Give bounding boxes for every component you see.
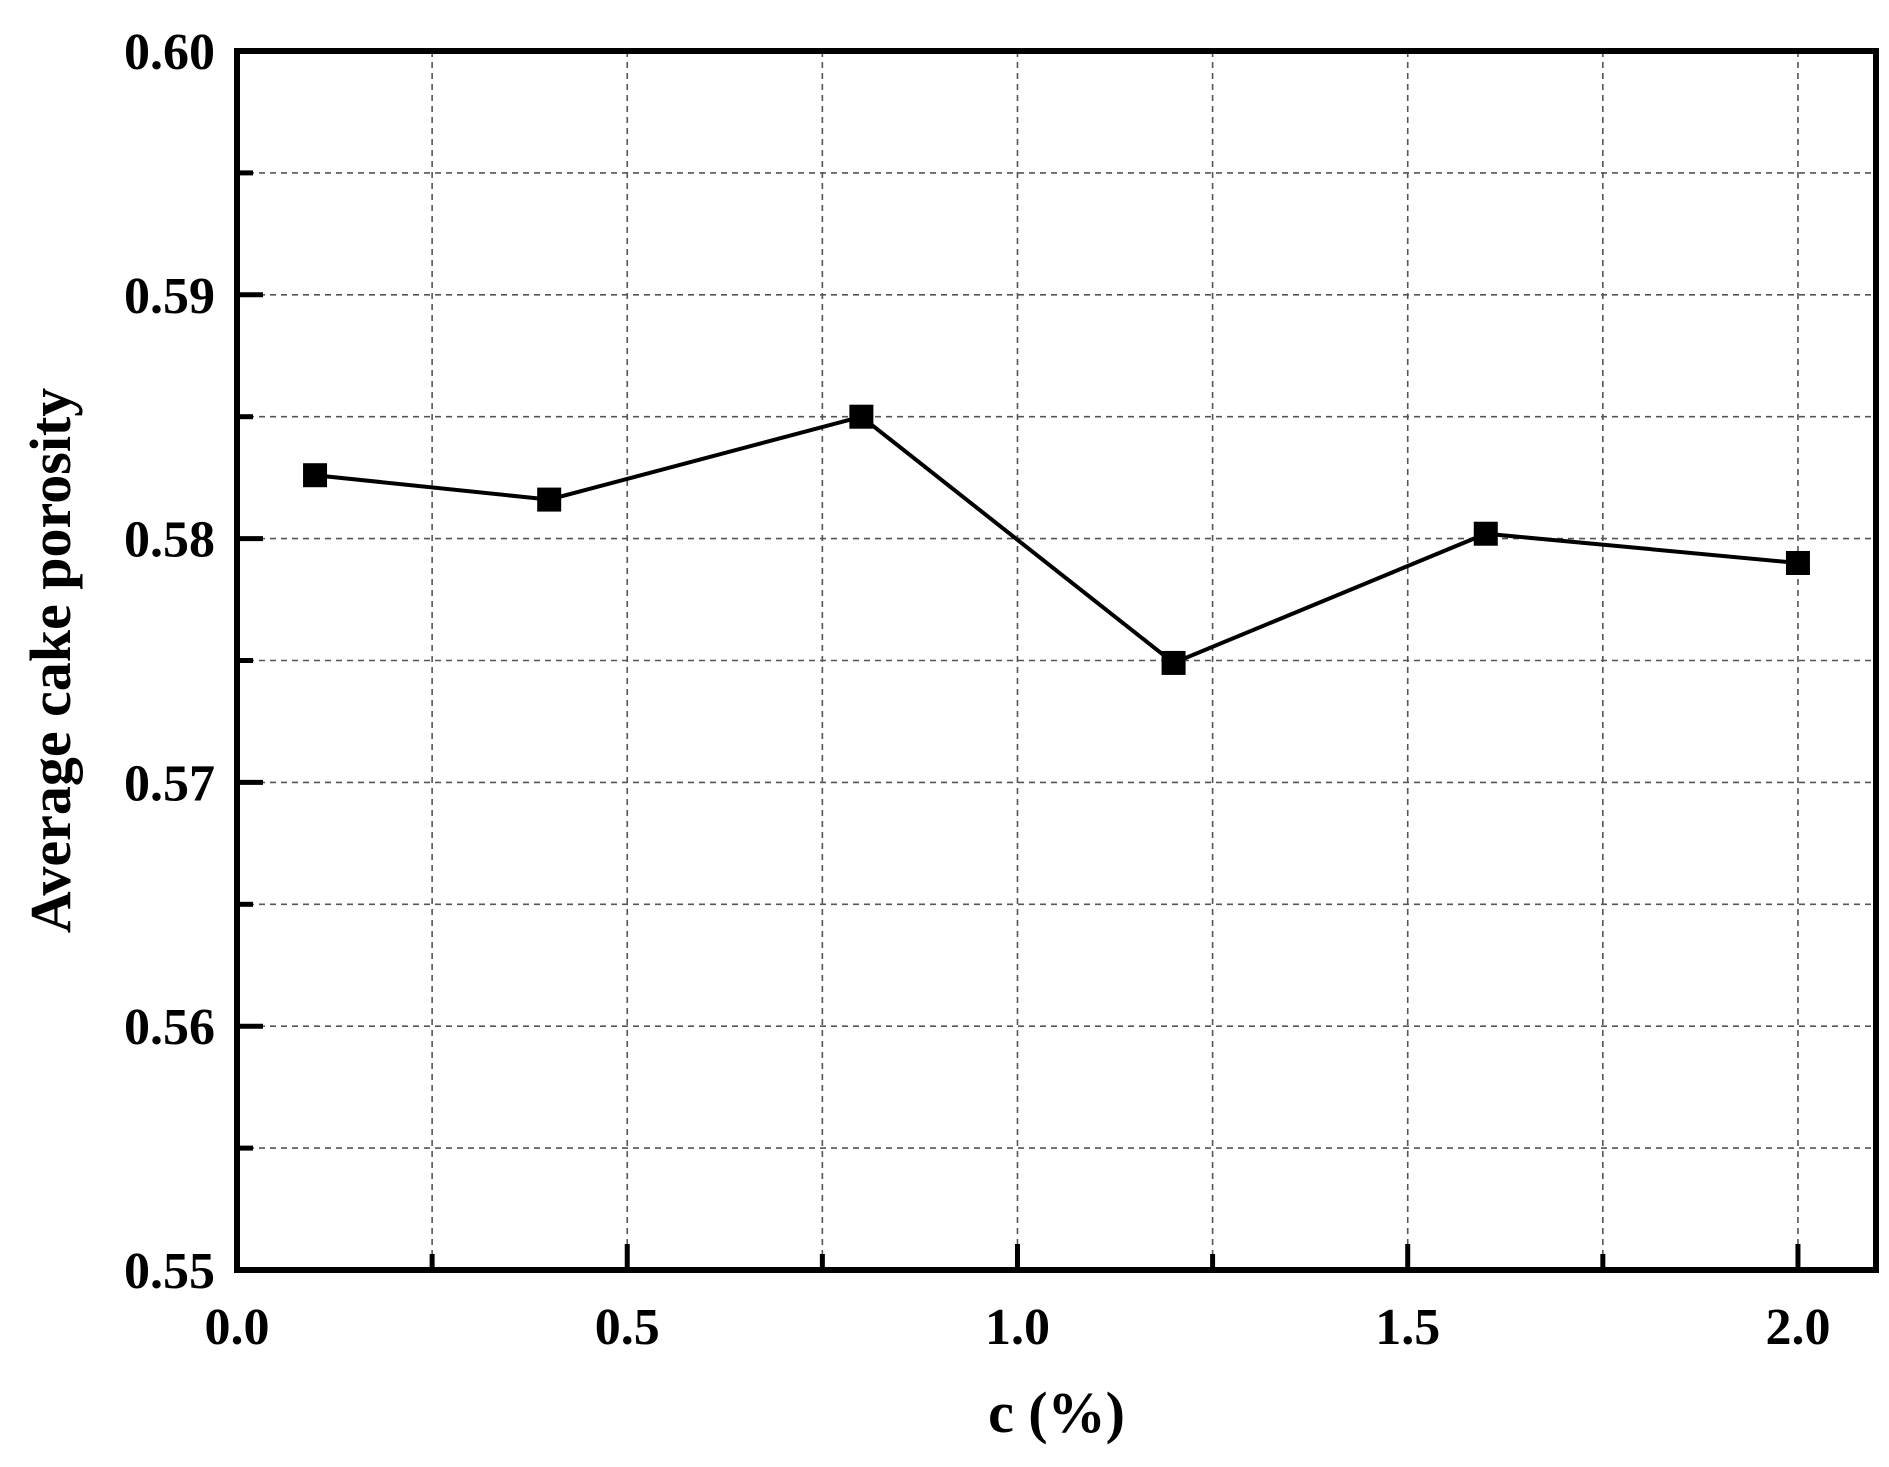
x-axis-title: c (%) <box>988 1380 1125 1445</box>
y-tick-label: 0.58 <box>124 512 215 569</box>
data-point <box>1785 550 1810 575</box>
data-point <box>849 404 874 429</box>
plot-frame <box>234 48 1879 1273</box>
y-tick-label: 0.55 <box>124 1243 215 1300</box>
y-axis-title: Average cake porosity <box>18 388 83 934</box>
x-tick-label: 2.0 <box>1765 1299 1830 1356</box>
tick-labels: 0.0 0.5 1.0 1.5 2.0 0.55 0.56 0.57 0.58 0.59 0.60 <box>124 24 1830 1356</box>
x-tick-label: 1.0 <box>985 1299 1050 1356</box>
data-point <box>537 487 562 512</box>
data-point <box>1161 650 1186 675</box>
y-tick-label: 0.57 <box>124 755 215 812</box>
y-tick-label: 0.59 <box>124 268 215 325</box>
data-point <box>303 463 328 488</box>
y-tick-label: 0.56 <box>124 999 215 1056</box>
x-tick-label: 0.5 <box>595 1299 660 1356</box>
x-tick-label: 0.0 <box>205 1299 270 1356</box>
x-tick-label: 1.5 <box>1375 1299 1440 1356</box>
series-line <box>314 414 1799 666</box>
data-point <box>1473 521 1498 546</box>
grid <box>237 51 1876 1270</box>
series <box>303 404 1810 675</box>
y-tick-label: 0.60 <box>124 24 215 81</box>
